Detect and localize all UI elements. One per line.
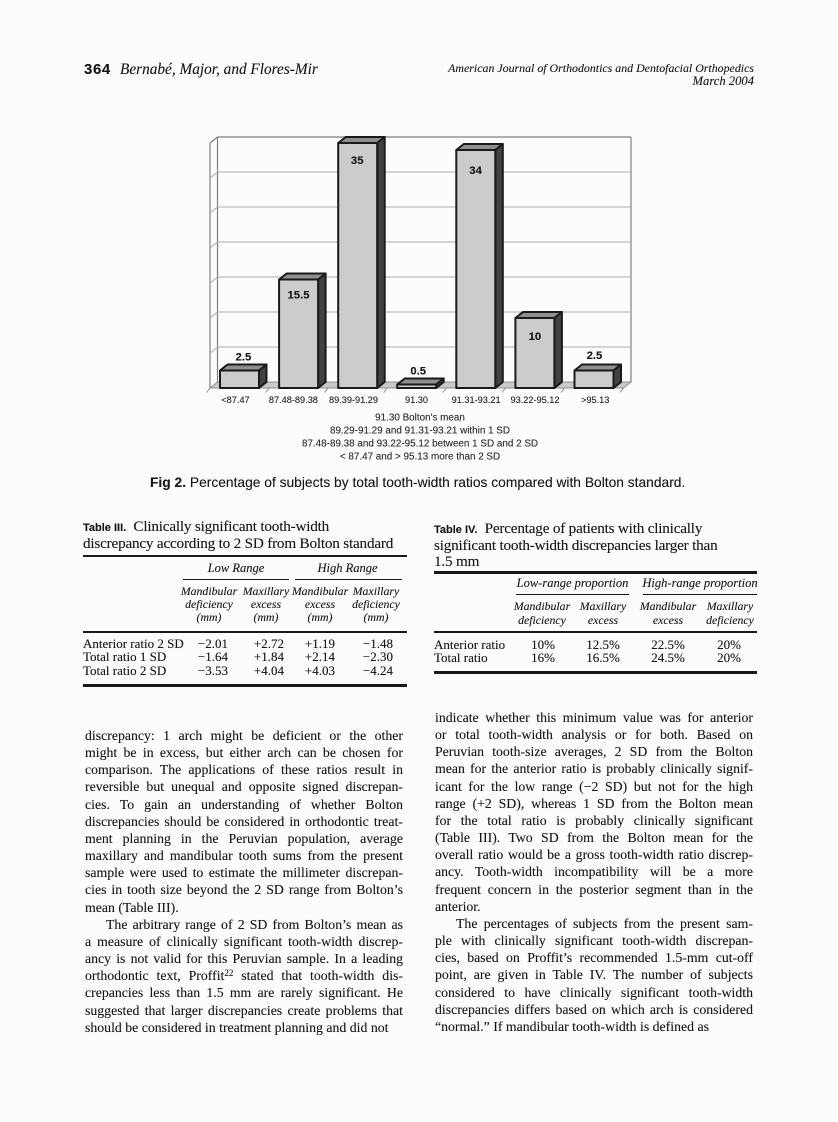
svg-text:87.48-89.38 and 93.22-95.12 be: 87.48-89.38 and 93.22-95.12 between 1 SD… [302,439,538,450]
svg-text:91.31-93.21: 91.31-93.21 [452,395,501,405]
svg-text:0.5: 0.5 [410,365,426,377]
svg-text:2.5: 2.5 [236,352,252,364]
svg-text:>95.13: >95.13 [581,395,609,405]
svg-text:< 87.47 and > 95.13 more than: < 87.47 and > 95.13 more than 2 SD [340,452,500,463]
svg-text:89.39-91.29: 89.39-91.29 [329,395,378,405]
svg-text:87.48-89.38: 87.48-89.38 [269,395,318,405]
svg-text:<87.47: <87.47 [221,395,249,405]
svg-text:35: 35 [351,155,364,167]
svg-text:91.30: 91.30 [405,395,428,405]
svg-text:34: 34 [469,165,482,177]
svg-text:2.5: 2.5 [587,350,603,362]
svg-text:91.30 Bolton's mean: 91.30 Bolton's mean [375,413,465,424]
svg-text:93.22-95.12: 93.22-95.12 [510,395,559,405]
svg-text:15.5: 15.5 [288,289,310,301]
svg-text:89.29-91.29 and 91.31-93.21 wi: 89.29-91.29 and 91.31-93.21 within 1 SD [330,426,510,437]
svg-text:10: 10 [529,331,542,343]
